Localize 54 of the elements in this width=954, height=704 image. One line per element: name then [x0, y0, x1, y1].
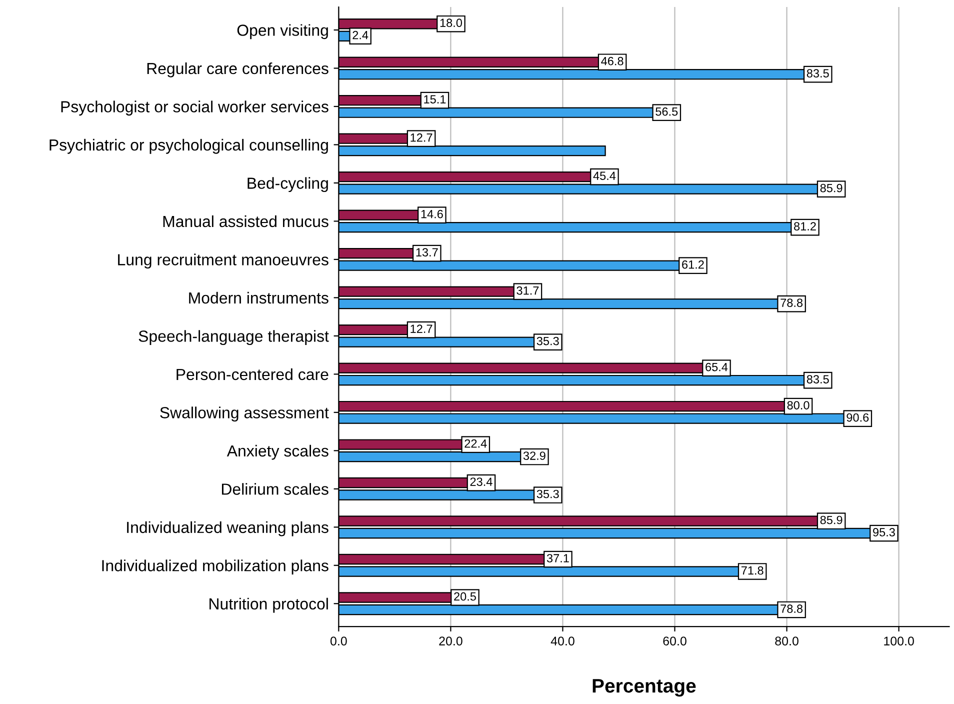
x-tick-label: 0.0	[330, 636, 347, 646]
y-tick-label: Person-centered care	[176, 368, 328, 380]
data-label: 83.5	[806, 375, 829, 384]
y-tick-label: Psychiatric or psychological counselling	[50, 138, 328, 154]
data-label: 14.6	[421, 210, 443, 218]
data-label: 71.8	[741, 566, 764, 575]
y-tick-label: Psychologist or social worker services	[61, 100, 328, 116]
data-label: 85.9	[820, 184, 842, 192]
data-label: 12.7	[410, 324, 432, 333]
x-tick-label: 80.0	[775, 636, 798, 646]
data-label: 61.2	[682, 260, 704, 269]
y-tick-label: Manual assisted mucus	[163, 215, 328, 228]
y-tick-label: Regular care conferences	[147, 62, 328, 78]
data-label: 2.4	[352, 30, 368, 40]
data-label: 20.5	[454, 592, 476, 601]
y-tick-label: Bed-cycling	[248, 177, 328, 192]
x-tick-label: 100.0	[884, 636, 914, 646]
data-label: 81.2	[794, 222, 816, 230]
x-axis-title: Percentage	[592, 679, 696, 697]
y-tick-label: Open visiting	[237, 24, 328, 40]
data-label: 37.1	[546, 554, 569, 562]
data-label: 31.7	[516, 286, 539, 295]
data-label: 35.3	[536, 336, 559, 346]
data-label: 80.0	[787, 401, 810, 410]
y-tick-label: Individualized mobilization plans	[102, 560, 328, 574]
data-label: 35.3	[536, 490, 559, 498]
data-label: 13.7	[416, 248, 438, 256]
data-label: 65.4	[706, 362, 728, 372]
data-label: 83.5	[806, 69, 829, 78]
y-tick-label: Swallowing assessment	[160, 406, 329, 422]
y-tick-label: Modern instruments	[189, 292, 328, 304]
data-label: 78.8	[780, 298, 803, 307]
data-label: 90.6	[846, 413, 869, 422]
data-label: 18.0	[440, 18, 462, 28]
data-label: 12.7	[410, 133, 432, 142]
data-label: 85.9	[820, 516, 842, 524]
data-label: 23.4	[470, 478, 492, 486]
data-label: 32.9	[523, 452, 546, 460]
y-tick-label: Individualized weaning plans	[127, 521, 328, 536]
y-tick-label: Lung recruitment manoeuvres	[118, 254, 328, 269]
data-label: 22.4	[464, 439, 487, 448]
x-tick-label: 20.0	[439, 636, 462, 646]
y-tick-label: Delirium scales	[222, 483, 328, 495]
x-tick-label: 40.0	[550, 636, 574, 646]
x-tick-label: 60.0	[663, 636, 686, 646]
data-label: 95.3	[873, 528, 895, 536]
data-label: 78.8	[780, 604, 803, 613]
y-tick-label: Speech-language therapist	[138, 330, 329, 346]
data-label: 15.1	[424, 95, 446, 104]
data-label: 45.4	[593, 172, 616, 180]
y-tick-label: Anxiety scales	[226, 444, 328, 460]
y-tick-label: Nutrition protocol	[210, 598, 328, 613]
data-label: 56.5	[656, 107, 678, 116]
data-label: 46.8	[601, 56, 624, 66]
